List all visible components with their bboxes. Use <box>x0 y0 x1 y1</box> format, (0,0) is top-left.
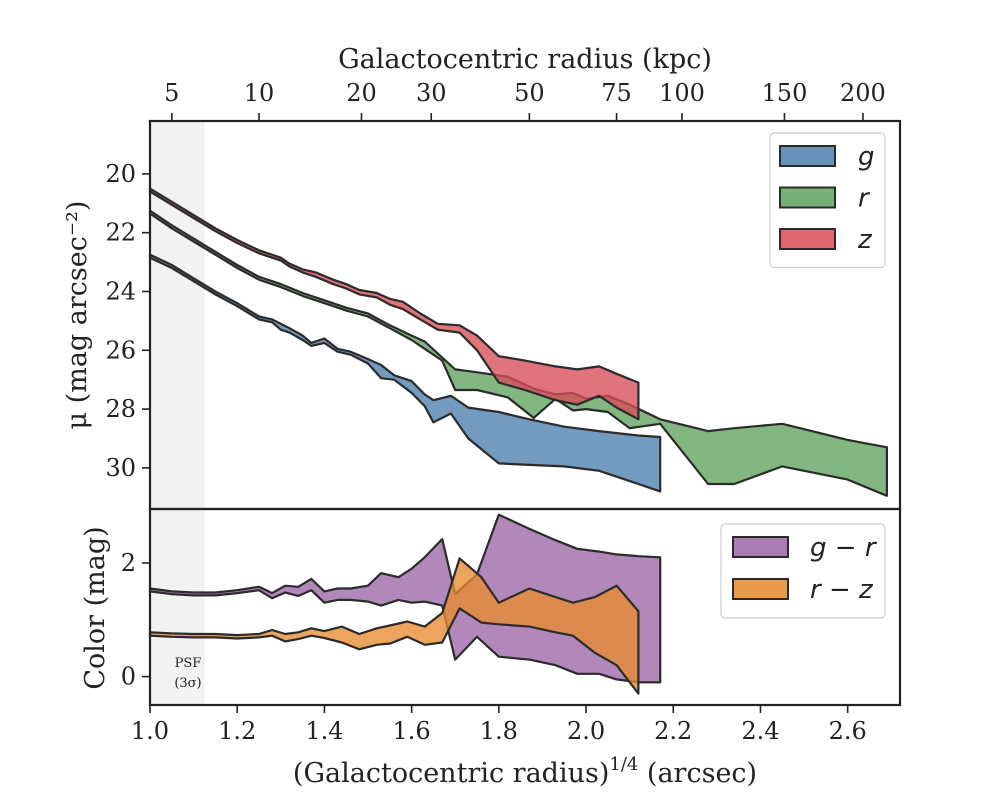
top-tick-label: 50 <box>514 79 545 107</box>
x-axis-label: (Galactocentric radius)1/4 (arcsec) <box>293 754 757 789</box>
legend-swatch <box>732 578 789 600</box>
legend-swatch <box>779 186 836 209</box>
series-band-0-0 <box>148 253 662 493</box>
psf-band <box>150 509 205 705</box>
series-band-1-1 <box>148 557 640 695</box>
x-tick-label: 2.0 <box>567 717 605 745</box>
legend-label: r <box>858 184 871 214</box>
x-tick-label: 1.8 <box>480 717 518 745</box>
y-tick-label: 22 <box>105 219 136 247</box>
surface-brightness-panel: 20 22 24 26 28 30 grz 5 10 20 30 50 75 100 150 200 <box>105 79 902 511</box>
x-tick-label: 2.2 <box>654 717 692 745</box>
legend-swatch <box>779 145 836 167</box>
psf-band <box>150 121 205 509</box>
legend-swatch <box>779 228 836 250</box>
series-band-0-2 <box>148 187 640 421</box>
y-axis-label-top: μ (mag arcsec⁻²) <box>62 201 93 430</box>
top-tick-label: 100 <box>659 79 705 107</box>
top-tick-label: 200 <box>840 79 886 107</box>
legend-label: g <box>858 142 875 172</box>
y-tick-label: 28 <box>105 395 136 423</box>
top-tick-label: 30 <box>416 79 447 107</box>
series-band-1-0 <box>148 513 662 684</box>
y-tick-label: 2 <box>121 549 136 577</box>
y-tick-label: 24 <box>105 277 136 305</box>
top-axis-label: Galactocentric radius (kpc) <box>338 44 712 75</box>
color-panel: 0 2 g − r r − z 1.0 1.2 1.4 1.6 1.8 2.0 2.2 2.4 2.6 <box>121 507 902 745</box>
y-axis-label-bottom: Color (mag) <box>80 526 111 689</box>
x-tick-label: 2.6 <box>829 717 867 745</box>
top-tick-label: 150 <box>762 79 808 107</box>
psf-annotation-line1: PSF <box>175 656 202 671</box>
x-tick-label: 1.4 <box>305 717 343 745</box>
axes-frame <box>148 507 902 707</box>
x-tick-label: 2.4 <box>741 717 779 745</box>
series-band-0-1 <box>148 209 889 497</box>
top-tick-label: 20 <box>346 79 377 107</box>
x-tick-label: 1.0 <box>131 717 169 745</box>
legend-label: r − z <box>810 575 874 605</box>
top-tick-label: 75 <box>601 79 632 107</box>
x-tick-label: 1.2 <box>218 717 256 745</box>
legend-label: z <box>857 225 873 255</box>
y-tick-label: 20 <box>105 160 136 188</box>
top-tick-label: 5 <box>164 79 179 107</box>
psf-annotation-line2: (3σ) <box>174 676 201 691</box>
legend-swatch <box>732 536 789 558</box>
legend-label: g − r <box>810 533 878 563</box>
y-tick-label: 26 <box>105 336 136 364</box>
y-tick-label: 30 <box>105 454 136 482</box>
x-tick-label: 1.6 <box>393 717 431 745</box>
y-tick-label: 0 <box>121 663 136 691</box>
top-tick-label: 10 <box>244 79 275 107</box>
